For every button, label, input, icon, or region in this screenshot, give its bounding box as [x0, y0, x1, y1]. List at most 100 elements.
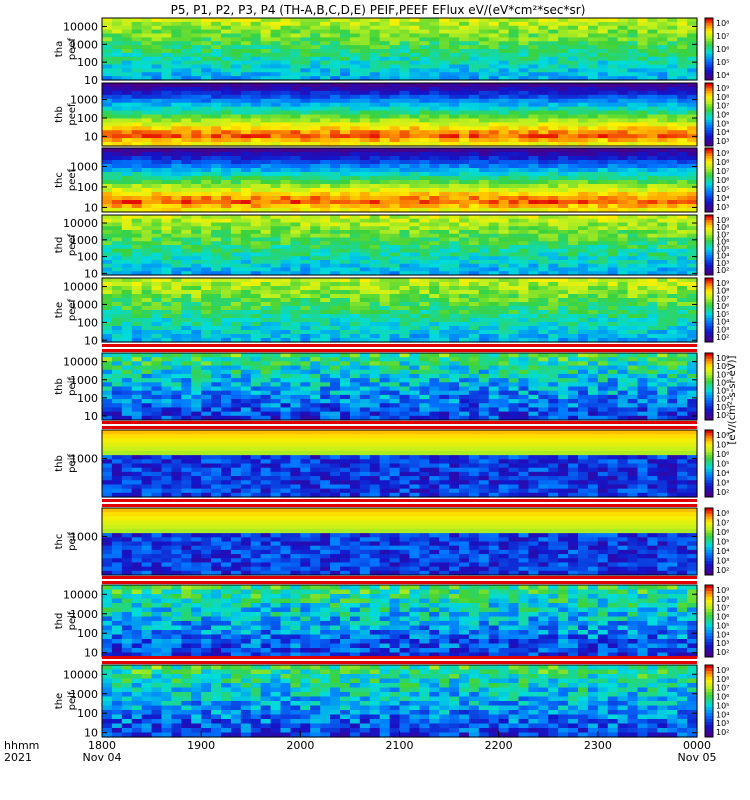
- spectrogram-cell: [459, 164, 470, 169]
- spectrogram-cell: [419, 204, 430, 209]
- spectrogram-cell: [260, 72, 272, 77]
- spectrogram-cell: [151, 218, 163, 224]
- spectrogram-cell: [201, 294, 212, 299]
- spectrogram-cell: [171, 188, 182, 193]
- spectrogram-cell: [459, 172, 470, 177]
- spectrogram-cell: [538, 263, 549, 269]
- spectrogram-cell: [558, 83, 569, 88]
- spectrogram-cell: [320, 282, 331, 287]
- spectrogram-cell: [657, 52, 668, 58]
- spectrogram-cell: [102, 241, 113, 246]
- spectrogram-cell: [677, 45, 688, 50]
- spectrogram-cell: [488, 94, 500, 100]
- spectrogram-cell: [320, 172, 331, 177]
- spectrogram-cell: [221, 25, 232, 31]
- spectrogram-cell: [250, 142, 262, 147]
- spectrogram-cell: [102, 160, 113, 165]
- spectrogram-cell: [201, 156, 212, 161]
- spectrogram-cell: [310, 318, 321, 323]
- spectrogram-cell: [141, 98, 153, 104]
- spectrogram-cell: [300, 278, 311, 283]
- colorbar-tick-label: 10⁸: [716, 158, 729, 167]
- spectrogram-cell: [211, 29, 222, 35]
- spectrogram-cell: [429, 222, 440, 227]
- spectrogram-cell: [300, 282, 311, 287]
- spectrogram-cell: [558, 41, 569, 46]
- spectrogram-cell: [141, 282, 153, 287]
- spectrogram-cell: [340, 18, 351, 23]
- spectrogram-cell: [419, 241, 430, 246]
- spectrogram-cell: [409, 83, 420, 88]
- spectrogram-cell: [597, 148, 609, 153]
- colorbar-segment: [705, 111, 713, 115]
- spectrogram-cell: [111, 148, 123, 153]
- spectrogram-cell: [518, 33, 530, 38]
- spectrogram-cell: [111, 45, 123, 50]
- spectrogram-cell: [359, 152, 371, 157]
- spectrogram-cell: [102, 271, 113, 276]
- spectrogram-cell: [161, 152, 173, 157]
- spectrogram-cell: [121, 290, 133, 295]
- spectrogram-cell: [508, 114, 520, 120]
- spectrogram-cell: [419, 86, 430, 92]
- spectrogram-cell: [488, 278, 500, 283]
- spectrogram-cell: [320, 90, 331, 96]
- spectrogram-cell: [647, 176, 658, 181]
- spectrogram-cell: [419, 106, 430, 112]
- spectrogram-cell: [191, 233, 202, 239]
- spectrogram-cell: [528, 45, 539, 50]
- spectrogram-cell: [528, 245, 539, 250]
- spectrogram-cell: [578, 298, 589, 303]
- spectrogram-cell: [359, 49, 371, 54]
- spectrogram-cell: [102, 72, 113, 77]
- spectrogram-cell: [568, 278, 579, 283]
- spectrogram-cell: [270, 18, 282, 23]
- spectrogram-cell: [399, 176, 411, 181]
- spectrogram-cell: [300, 230, 311, 235]
- spectrogram-cell: [637, 318, 649, 323]
- spectrogram-cell: [181, 204, 192, 209]
- spectrogram-cell: [449, 252, 460, 257]
- spectrogram-cell: [548, 230, 559, 235]
- spectrogram-cell: [409, 72, 420, 77]
- spectrogram-cell: [330, 196, 341, 201]
- spectrogram-cell: [478, 204, 490, 209]
- spectrogram-cell: [449, 204, 460, 209]
- spectrogram-cell: [389, 152, 401, 157]
- spectrogram-cell: [399, 126, 411, 131]
- spectrogram-cell: [389, 83, 401, 88]
- spectrogram-cell: [369, 314, 381, 319]
- spectrogram-cell: [607, 248, 619, 254]
- spectrogram-cell: [151, 278, 163, 283]
- spectrogram-cell: [439, 152, 450, 157]
- spectrogram-cell: [439, 298, 450, 303]
- spectrogram-cell: [508, 208, 520, 213]
- spectrogram-cell: [468, 56, 480, 62]
- spectrogram-cell: [141, 252, 153, 257]
- spectrogram-cell: [102, 41, 113, 46]
- spectrogram-cell: [667, 286, 678, 291]
- spectrogram-cell: [250, 233, 262, 239]
- spectrogram-cell: [667, 142, 678, 147]
- spectrogram-cell: [657, 45, 668, 50]
- spectrogram-cell: [657, 33, 668, 38]
- spectrogram-cell: [587, 298, 599, 303]
- spectrogram-cell: [617, 49, 629, 54]
- spectrogram-cell: [439, 282, 450, 287]
- spectrogram-cell: [528, 208, 539, 213]
- spectrogram-cell: [657, 114, 668, 120]
- spectrogram-cell: [587, 21, 599, 27]
- spectrogram-cell: [468, 290, 480, 295]
- spectrogram-cell: [151, 334, 163, 339]
- spectrogram-cell: [449, 90, 460, 96]
- spectrogram-cell: [330, 204, 341, 209]
- spectrogram-cell: [369, 41, 381, 46]
- spectrogram-cell: [102, 83, 113, 88]
- spectrogram-cell: [290, 33, 301, 38]
- spectrogram-cell: [121, 102, 133, 108]
- spectrogram-cell: [508, 90, 520, 96]
- spectrogram-cell: [468, 260, 480, 265]
- spectrogram-cell: [121, 160, 133, 165]
- spectrogram-cell: [409, 98, 420, 104]
